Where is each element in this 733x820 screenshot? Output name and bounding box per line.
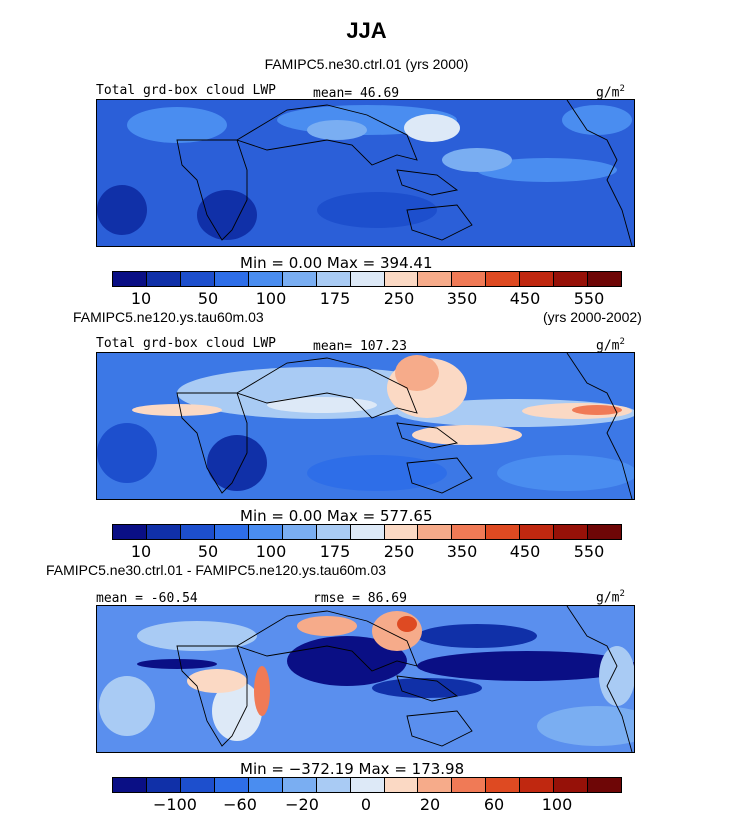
panel3-case-title: FAMIPC5.ne30.ctrl.01 - FAMIPC5.ne120.ys.… [46,562,387,578]
panel1-cb-label: 250 [383,289,415,308]
panel3-cb-label: −100 [153,795,197,814]
panel1-case-title: FAMIPC5.ne30.ctrl.01 (yrs 2000) [264,56,469,72]
panel1-cb-label: 175 [319,289,351,308]
panel2-map [96,352,635,500]
panel3-mean-label: mean = -60.54 [96,591,198,606]
panel1-minmax: Min = 0.00 Max = 394.41 [240,254,433,272]
panel2-years: (yrs 2000-2002) [543,309,642,325]
panel1-cb-label: 50 [197,289,219,308]
panel3-minmax: Min = −372.19 Max = 173.98 [240,760,465,778]
panel1-variable-label: Total grd-box cloud LWP [96,83,277,98]
panel2-cb-label: 550 [573,542,605,561]
panel1-cb-label: 100 [255,289,287,308]
panel3-colorbar [112,777,622,793]
panel1-mean-label: mean= 46.69 [313,86,400,101]
panel3-map [96,605,635,753]
panel1-cb-label: 350 [446,289,478,308]
panel1-cb-label: 10 [130,289,152,308]
panel3-rmse-label: rmse = 86.69 [313,591,407,606]
panel2-map-field [97,353,634,499]
panel1-cb-label: 550 [573,289,605,308]
panel3-cb-label: −60 [223,795,257,814]
panel2-cb-label: 10 [130,542,152,561]
panel3-cb-label: 0 [360,795,372,814]
panel1-cb-label: 450 [509,289,541,308]
panel1-map [96,99,635,247]
panel3-cb-label: 60 [483,795,505,814]
panel3-cb-label: 100 [541,795,573,814]
panel1-units: g/m2 [596,84,625,101]
panel2-case-title: FAMIPC5.ne120.ys.tau60m.03 [73,309,264,325]
panel1-colorbar [112,271,622,287]
panel2-cb-label: 100 [255,542,287,561]
panel1-map-field [97,100,634,246]
panel3-units: g/m2 [596,589,625,606]
panel2-variable-label: Total grd-box cloud LWP [96,336,277,351]
panel3-cb-label: 20 [419,795,441,814]
panel2-cb-label: 50 [197,542,219,561]
panel2-colorbar [112,524,622,540]
figure-title: JJA [346,18,387,43]
panel3-cb-label: −20 [285,795,319,814]
panel2-minmax: Min = 0.00 Max = 577.65 [240,507,433,525]
panel2-cb-label: 250 [383,542,415,561]
panel2-cb-label: 350 [446,542,478,561]
panel3-map-field [97,606,634,752]
panel2-cb-label: 450 [509,542,541,561]
panel2-cb-label: 175 [319,542,351,561]
panel2-mean-label: mean= 107.23 [313,339,407,354]
panel2-units: g/m2 [596,337,625,354]
